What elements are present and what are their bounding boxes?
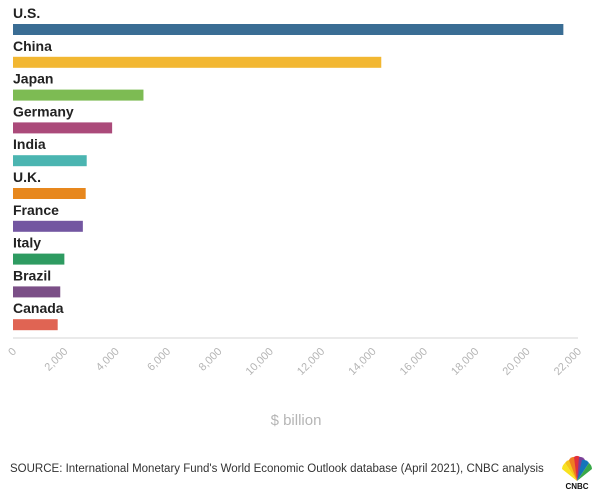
- bar: [13, 56, 382, 68]
- bars-group: U.S. China Japan Germany India U.K. France Ital…: [13, 5, 564, 331]
- category-label: Italy: [13, 235, 41, 251]
- category-label: Canada: [13, 300, 64, 316]
- bar: [13, 188, 86, 199]
- bar: [13, 319, 58, 331]
- category-label: U.K.: [13, 169, 41, 185]
- category-label: France: [13, 202, 59, 218]
- logo-text: CNBC: [565, 482, 589, 491]
- tick-label: 10,000: [244, 346, 276, 378]
- tick-label: 20,000: [500, 346, 532, 378]
- tick-label: 6,000: [145, 346, 173, 374]
- category-label: China: [13, 38, 52, 54]
- bar: [13, 24, 564, 35]
- tick-label: 2,000: [43, 346, 71, 374]
- bar: [13, 155, 87, 167]
- peacock-icon: [562, 456, 592, 481]
- tick-label: 4,000: [94, 346, 122, 374]
- tick-label: 22,000: [552, 346, 584, 378]
- bar: [13, 89, 144, 101]
- tick-label: 14,000: [346, 346, 378, 378]
- category-label: Japan: [13, 71, 53, 87]
- tick-label: 12,000: [295, 346, 327, 378]
- category-label: Germany: [13, 103, 74, 119]
- category-label: India: [13, 136, 46, 152]
- cnbc-logo: CNBC: [560, 455, 594, 495]
- x-axis-title: $ billion: [271, 412, 322, 429]
- category-label: U.S.: [13, 5, 40, 21]
- tick-label: 18,000: [449, 346, 481, 378]
- x-axis-ticks: 0 2,000 4,000 6,000 8,000 10,000 12,000 14,000 1…: [6, 346, 584, 378]
- tick-label: 16,000: [398, 346, 430, 378]
- bar: [13, 220, 83, 232]
- bar: [13, 286, 61, 298]
- source-note: SOURCE: International Monetary Fund's Wo…: [10, 463, 544, 475]
- bar: [13, 122, 113, 134]
- bar: [13, 253, 65, 265]
- tick-label: 8,000: [197, 346, 225, 374]
- tick-label: 0: [6, 346, 19, 359]
- category-label: Brazil: [13, 267, 51, 283]
